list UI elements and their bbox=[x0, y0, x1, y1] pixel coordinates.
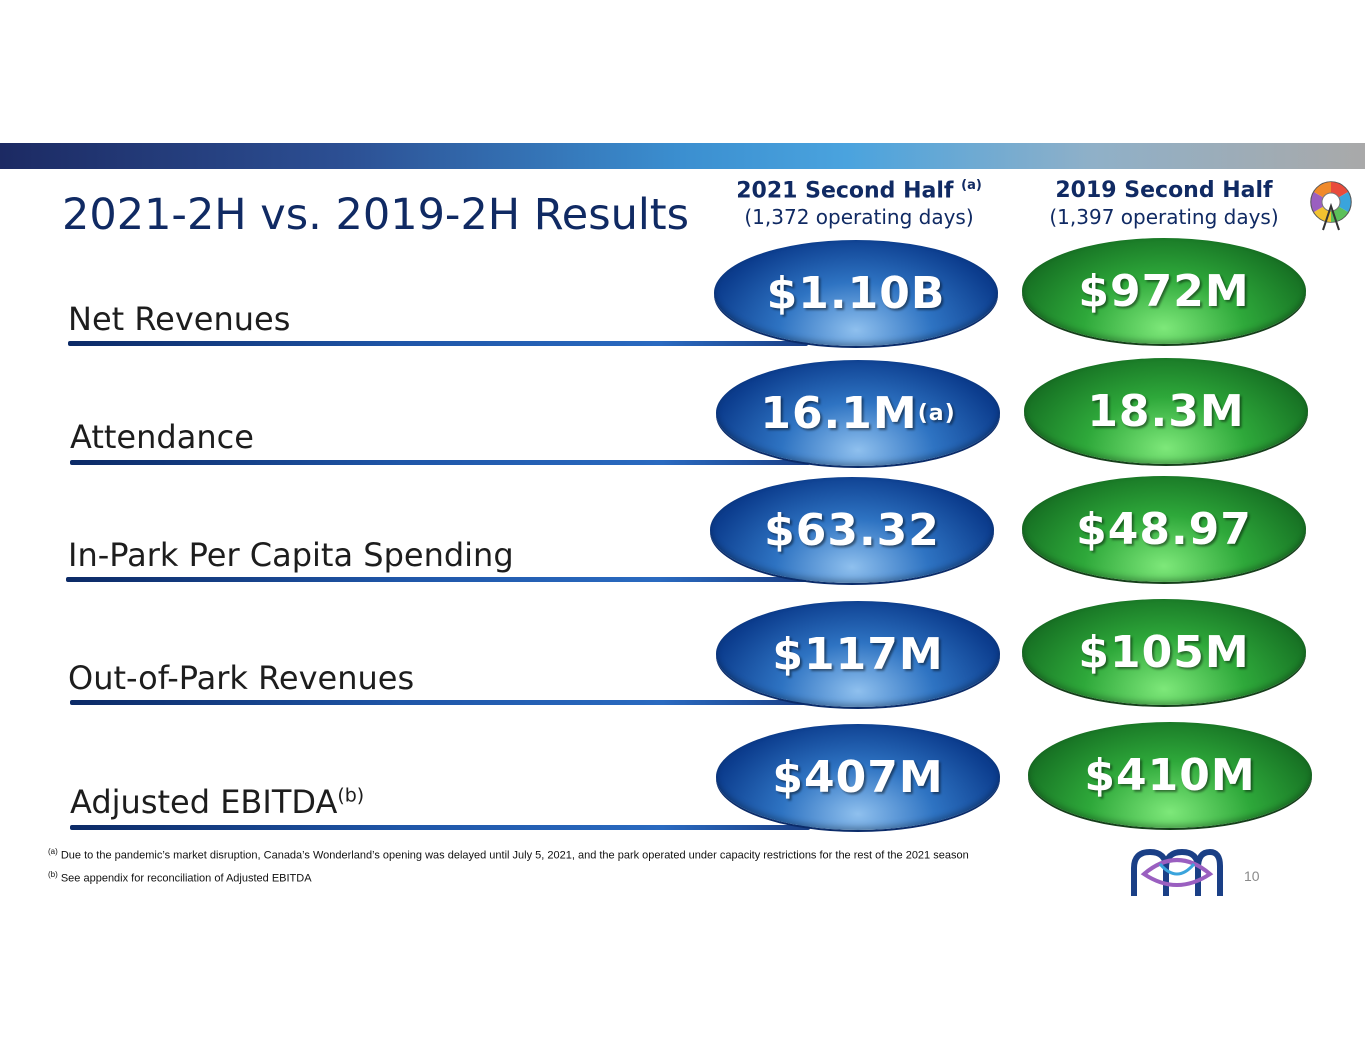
metric-label-in-park-per-capita: In-Park Per Capita Spending bbox=[68, 536, 514, 574]
value-2019-adjusted-ebitda: $410M bbox=[1028, 722, 1312, 828]
column-header-2019-title: 2019 Second Half bbox=[1055, 178, 1273, 203]
metric-label-attendance: Attendance bbox=[70, 418, 254, 456]
column-header-2021-note: (a) bbox=[961, 178, 982, 193]
metric-label-adjusted-ebitda: Adjusted EBITDA(b) bbox=[70, 783, 365, 821]
header-gradient-band bbox=[0, 143, 1365, 169]
footnote-b: (b) See appendix for reconciliation of A… bbox=[48, 870, 312, 885]
value-2019-per-capita: $48.97 bbox=[1022, 476, 1306, 582]
metric-underline bbox=[70, 700, 810, 705]
column-header-2019: 2019 Second Half (1,397 operating days) bbox=[1038, 178, 1290, 229]
page-title: 2021-2H vs. 2019-2H Results bbox=[62, 190, 690, 240]
column-header-2021: 2021 Second Half (a) (1,372 operating da… bbox=[728, 178, 990, 229]
coaster-loop-logo-icon bbox=[1131, 848, 1223, 896]
page-number: 10 bbox=[1244, 868, 1260, 884]
value-2021-out-of-park: $117M bbox=[716, 601, 1000, 707]
ferris-wheel-logo-icon bbox=[1310, 181, 1352, 231]
value-2019-net-revenues: $972M bbox=[1022, 238, 1306, 344]
column-header-2019-subtitle: (1,397 operating days) bbox=[1049, 205, 1279, 229]
value-2021-adjusted-ebitda: $407M bbox=[716, 724, 1000, 830]
metric-underline bbox=[68, 341, 808, 346]
column-header-2021-title: 2021 Second Half bbox=[736, 178, 954, 204]
value-2021-attendance-note: (a) bbox=[917, 400, 956, 426]
metric-label-out-of-park: Out-of-Park Revenues bbox=[68, 659, 415, 697]
metric-underline bbox=[70, 825, 810, 830]
value-2021-attendance: 16.1M (a) bbox=[716, 360, 1000, 466]
value-2021-per-capita: $63.32 bbox=[710, 477, 994, 583]
metric-underline bbox=[66, 577, 806, 582]
metric-label-net-revenues: Net Revenues bbox=[68, 300, 291, 338]
value-2019-attendance: 18.3M bbox=[1024, 358, 1308, 464]
metric-underline bbox=[70, 460, 810, 465]
metric-label-adjusted-ebitda-note: (b) bbox=[337, 784, 365, 807]
value-2021-net-revenues: $1.10B bbox=[714, 240, 998, 346]
value-2019-out-of-park: $105M bbox=[1022, 599, 1306, 705]
footnote-a: (a) Due to the pandemic’s market disrupt… bbox=[48, 847, 969, 862]
column-header-2021-subtitle: (1,372 operating days) bbox=[744, 205, 974, 230]
